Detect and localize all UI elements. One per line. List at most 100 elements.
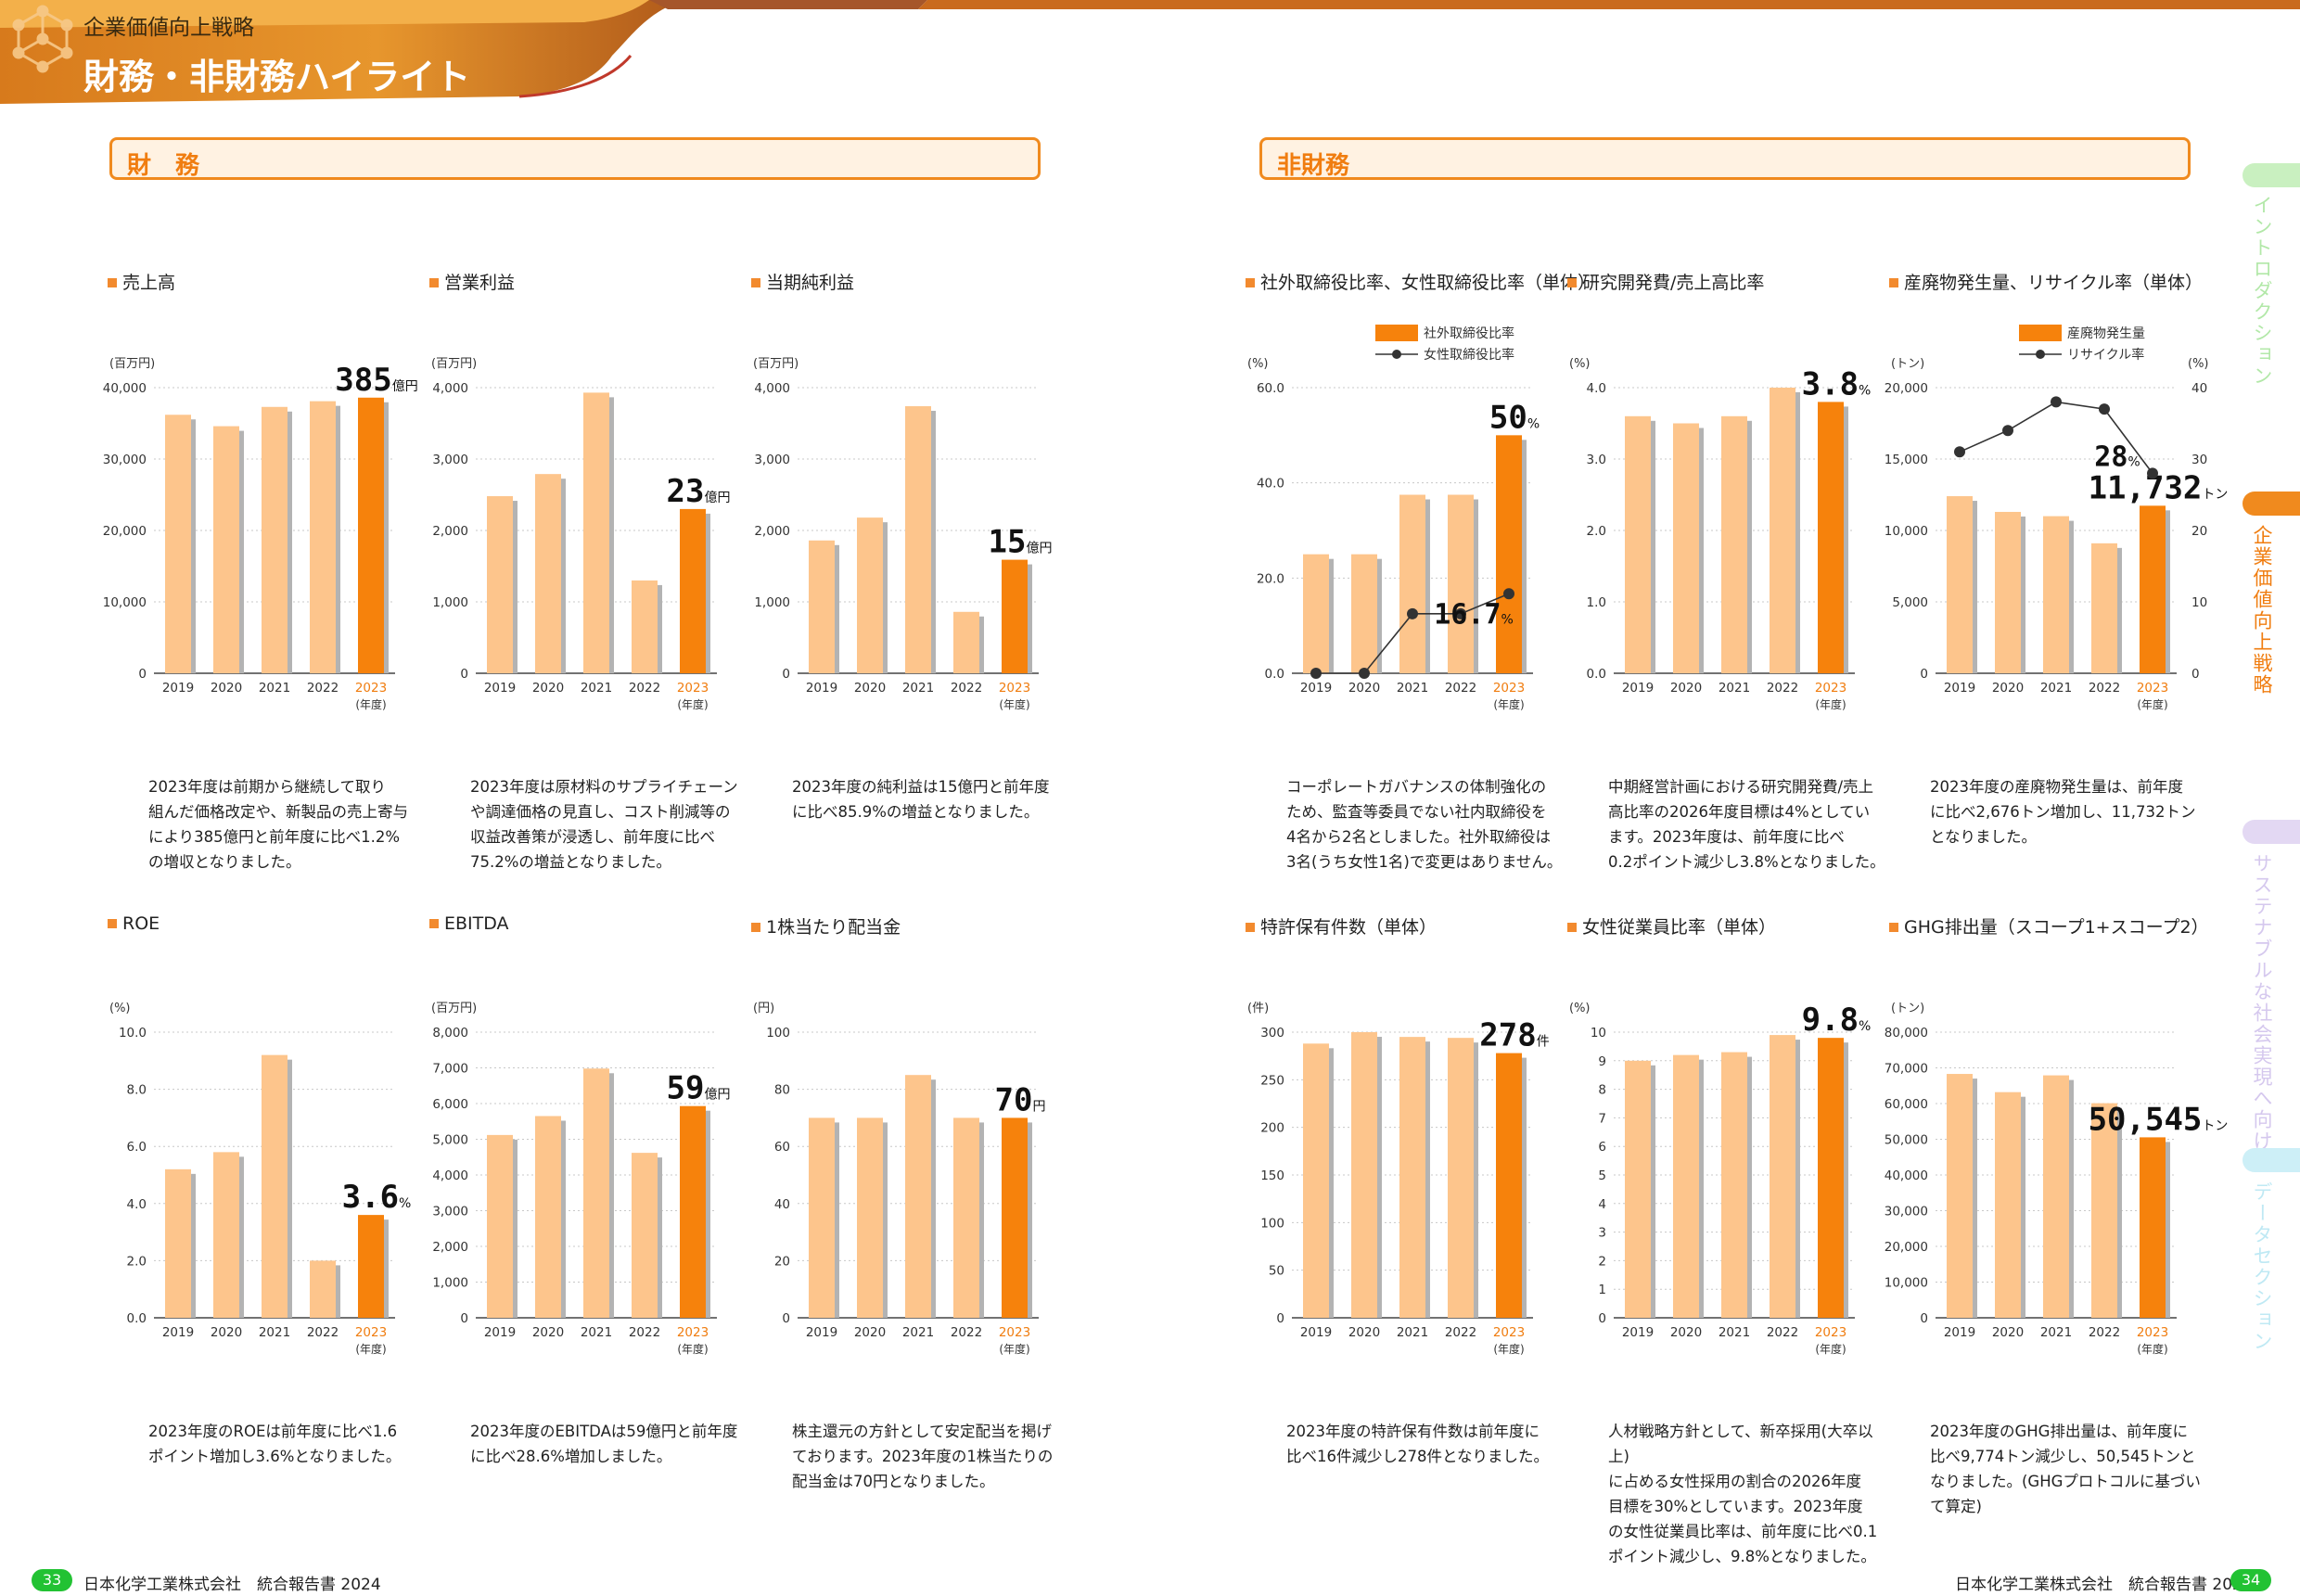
side-tab-strategy[interactable]: [2242, 492, 2300, 516]
chart-caption: 2023年度の特許保有件数は前年度に 比べ16件減少し278件となりました。: [1286, 1423, 1549, 1465]
side-tab-data[interactable]: [2242, 1148, 2300, 1172]
chart-svg: (%) 0.0 20.0 40.0 60.0 2019 2020 2021 2022 2023(年…: [1247, 325, 1540, 711]
bar-2020: [857, 517, 883, 673]
x-tick-label: 2023: [2137, 1325, 2168, 1340]
side-tab-introduction-label[interactable]: イントロダクション: [2251, 195, 2273, 387]
chart-title: 研究開発費/売上高比率: [1567, 269, 1764, 294]
x-tick-label: 2023: [2137, 681, 2168, 696]
bar-2022: [632, 580, 658, 673]
highlight-value: 23億円: [667, 473, 731, 510]
y-tick-label: 1: [1598, 1283, 1606, 1297]
highlight2-number: 28: [2094, 440, 2128, 473]
y-tick-label: 3: [1598, 1226, 1606, 1241]
x-tick-label: 2020: [854, 681, 886, 696]
highlight-number: 23: [667, 473, 705, 510]
x-tick-label: 2022: [629, 681, 660, 696]
y-unit-label: (%): [109, 1002, 131, 1015]
bar-2019: [1625, 415, 1651, 673]
x-tick-label: 2021: [259, 1325, 290, 1340]
bar-2023: [1818, 402, 1844, 673]
x-tick-label: 2022: [307, 1325, 339, 1340]
chart-title: 当期純利益: [751, 269, 854, 294]
x-tick-label: 2022: [1445, 1325, 1476, 1340]
side-tab-introduction[interactable]: [2242, 163, 2300, 187]
x-tick-label: 2021: [902, 681, 934, 696]
y-unit-label: (百万円): [109, 357, 155, 371]
x-tick-label: 2020: [532, 681, 564, 696]
y-tick-label: 2,000: [432, 524, 468, 539]
y-unit-label: (百万円): [431, 357, 477, 371]
bar-2020: [1995, 1092, 2021, 1318]
chart-caption: 2023年度の純利益は15億円と前年度 に比べ85.9%の増益となりました。: [792, 778, 1050, 821]
highlight-number: 3.8: [1802, 365, 1859, 402]
bar-2023: [2140, 1137, 2166, 1318]
highlight-unit: トン: [2202, 1118, 2228, 1133]
bar-2023: [680, 508, 706, 673]
y-tick-label: 3,000: [432, 453, 468, 467]
chart-svg: (百万円) 0 10,000 20,000 30,000 40,000 2019 2020 20…: [103, 357, 418, 711]
x-tick-label: 2019: [162, 681, 194, 696]
chart-title: 特許保有件数（単体）: [1246, 913, 1437, 938]
side-tab-strategy-label[interactable]: 企業価値向上戦略: [2251, 525, 2273, 696]
bar-2022: [1770, 1035, 1795, 1318]
legend-bar-swatch: [1375, 325, 1418, 341]
y-tick-label: 0: [1598, 1311, 1606, 1326]
bar-2021: [1721, 1052, 1747, 1318]
bar-2021: [1399, 494, 1425, 673]
chart-caption: 2023年度は原材料のサプライチェーン や調達価格の見直し、コスト削減等の 収益…: [470, 778, 738, 871]
bar-2019: [165, 415, 191, 673]
chart-svg: (百万円) 0 1,000 2,000 3,000 4,000 2019 2020 2021 20…: [753, 357, 1052, 711]
bar-2019: [487, 496, 513, 673]
side-tab-data-label[interactable]: データセクション: [2251, 1181, 2273, 1352]
y2-tick-label: 30: [2191, 453, 2207, 467]
y-tick-label: 50: [1269, 1264, 1284, 1279]
y-tick-label: 80: [774, 1083, 790, 1098]
chart-title: GHG排出量（スコープ1+スコープ2）: [1889, 913, 2209, 938]
y-tick-label: 0.0: [1587, 667, 1606, 682]
x-tick-label: 2023: [355, 1325, 387, 1340]
highlight-unit: 億円: [392, 379, 418, 394]
bar-2019: [165, 1168, 191, 1318]
highlight-unit: 円: [1032, 1099, 1045, 1114]
bar-2019: [1625, 1060, 1651, 1318]
y-unit-label: (百万円): [431, 1002, 477, 1015]
x-tick-label: 2019: [1622, 681, 1654, 696]
highlight-unit: 億円: [704, 491, 730, 505]
chart-svg: (%) 0.0 1.0 2.0 3.0 4.0 2019 2020 2021 2022 2023(年…: [1569, 357, 1871, 711]
bar-2022: [632, 1153, 658, 1318]
legend-line-marker: [1392, 350, 1401, 359]
x-tick-label: 2022: [951, 681, 982, 696]
x-tick-label: 2021: [1397, 681, 1428, 696]
x-tick-label: 2022: [1767, 681, 1798, 696]
y-tick-label: 100: [1260, 1216, 1284, 1231]
chart-title: 営業利益: [429, 269, 515, 294]
bar-2023: [358, 397, 384, 673]
x-tick-label: 2021: [2040, 1325, 2072, 1340]
y-tick-label: 20: [774, 1254, 790, 1269]
y-tick-label: 7,000: [432, 1062, 468, 1077]
chart-patents: 特許保有件数（単体） (件) 0 50 100 150 200 250 300 2019 2020 2…: [1246, 913, 1565, 1544]
y-tick-label: 4,000: [754, 381, 790, 396]
x-unit-label: (年度): [1493, 697, 1524, 711]
bar-2019: [809, 1117, 835, 1318]
chart-directors: 社外取締役比率、女性取締役比率（単体） (%) 0.0 20.0 40.0 60.0 201…: [1246, 269, 1595, 900]
side-tab-sustainable[interactable]: [2242, 820, 2300, 844]
bar-2020: [535, 474, 561, 673]
side-tab-sustainable-label[interactable]: サステナブルな社会実現へ向けて: [2251, 853, 2273, 1173]
highlight-number: 278: [1479, 1017, 1536, 1054]
page-title: 財務・非財務ハイライト: [83, 57, 471, 97]
x-unit-label: (年度): [677, 1342, 708, 1356]
y2-unit-label: (%): [2188, 357, 2209, 371]
line-point-2019: [1310, 668, 1322, 679]
chart-title: 社外取締役比率、女性取締役比率（単体）: [1246, 269, 1595, 294]
x-tick-label: 2019: [1944, 1325, 1975, 1340]
y-tick-label: 4,000: [432, 1168, 468, 1183]
chart-ebitda: EBITDA (百万円) 0 1,000 2,000 3,000 4,000 5,000 6,0…: [429, 913, 749, 1544]
y-tick-label: 50,000: [1885, 1133, 1928, 1148]
x-unit-label: (年度): [2137, 1342, 2167, 1356]
highlight-value: 70円: [995, 1081, 1046, 1118]
bar-2020: [1995, 511, 2021, 673]
x-tick-label: 2021: [902, 1325, 934, 1340]
line-point-2020: [1359, 668, 1370, 679]
x-tick-label: 2020: [532, 1325, 564, 1340]
